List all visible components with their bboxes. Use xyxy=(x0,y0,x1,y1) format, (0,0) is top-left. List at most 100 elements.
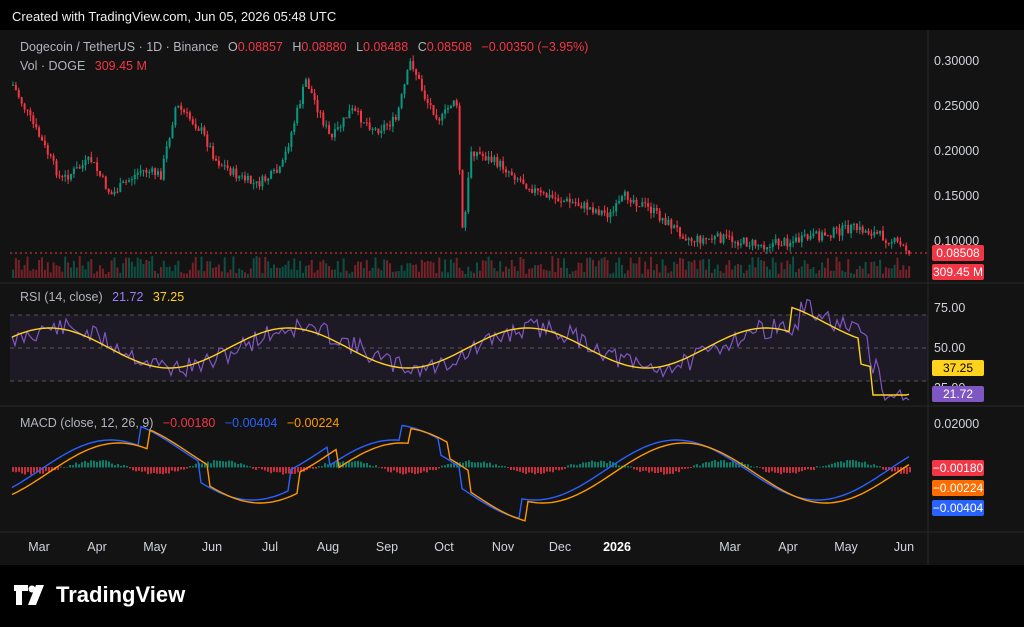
macd-histogram-bar xyxy=(537,467,539,473)
time-axis-label: Apr xyxy=(87,540,107,554)
tradingview-brand[interactable]: TradingView xyxy=(14,582,185,608)
macd-histogram-bar xyxy=(507,467,509,468)
volume-bar xyxy=(41,257,43,278)
volume-bar xyxy=(360,262,362,278)
macd-histogram-bar xyxy=(870,465,872,468)
price-candle xyxy=(449,105,452,109)
volume-bar xyxy=(507,268,510,278)
macd-histogram-bar xyxy=(63,467,65,468)
volume-bar xyxy=(873,261,876,278)
price-candle xyxy=(67,174,70,180)
macd-histogram-bar xyxy=(462,462,464,468)
price-candle xyxy=(478,152,481,154)
volume-bar xyxy=(890,268,893,278)
volume-bar xyxy=(278,268,281,278)
volume-bar xyxy=(734,265,737,278)
macd-histogram-bar xyxy=(777,467,779,474)
volume-bar xyxy=(670,271,673,278)
price-candle xyxy=(568,198,571,203)
macd-histogram-bar xyxy=(174,467,176,472)
price-candle xyxy=(829,235,832,238)
macd-histogram-bar xyxy=(213,460,215,468)
price-candle xyxy=(38,127,41,137)
price-candle xyxy=(252,183,255,185)
macd-histogram-bar xyxy=(408,467,410,473)
price-candle xyxy=(267,178,270,181)
macd-histogram-bar xyxy=(129,467,131,469)
price-candle xyxy=(647,203,650,207)
volume-bar xyxy=(629,257,632,278)
volume-bar xyxy=(632,263,635,278)
low-label: L xyxy=(356,40,364,54)
price-candle xyxy=(49,154,52,156)
macd-histogram-bar xyxy=(216,460,218,468)
macd-histogram-bar xyxy=(579,464,581,468)
volume-bar xyxy=(122,263,125,278)
macd-histogram-bar xyxy=(309,467,311,469)
macd-histogram-bar xyxy=(699,465,701,468)
macd-histogram-bar xyxy=(603,461,605,468)
price-candle xyxy=(435,114,438,119)
price-candle xyxy=(757,245,760,247)
volume-bar xyxy=(20,269,23,278)
macd-histogram-bar xyxy=(561,467,563,470)
macd-histogram-bar xyxy=(834,462,836,468)
macd-hist-tag: −0.00180 xyxy=(932,460,984,476)
volume-bar xyxy=(850,272,853,278)
volume-bar xyxy=(438,257,441,278)
volume-bar xyxy=(302,272,304,278)
macd-histogram-bar xyxy=(567,465,569,468)
macd-histogram-bar xyxy=(378,467,380,468)
macd-histogram-bar xyxy=(387,467,389,472)
volume-bar xyxy=(870,261,873,278)
price-candle xyxy=(374,128,377,130)
macd-histogram-bar xyxy=(375,465,377,468)
price-candle xyxy=(61,176,64,178)
chart-frame[interactable] xyxy=(0,30,1024,565)
macd-histogram-bar xyxy=(492,465,494,468)
price-candle xyxy=(441,113,444,121)
price-candle xyxy=(565,198,568,201)
price-candle xyxy=(522,179,525,185)
macd-signal-value: −0.00224 xyxy=(286,416,340,430)
time-axis-label: Jul xyxy=(262,540,278,554)
price-candle xyxy=(893,237,896,242)
volume-bar xyxy=(618,257,621,278)
macd-histogram-bar xyxy=(228,460,230,468)
volume-bar xyxy=(568,273,571,278)
macd-histogram-bar xyxy=(144,467,146,472)
macd-histogram-bar xyxy=(708,462,710,468)
volume-bar xyxy=(270,268,273,278)
price-candle xyxy=(594,209,597,213)
price-candle xyxy=(571,202,574,204)
volume-bar xyxy=(377,268,380,278)
macd-histogram-bar xyxy=(432,467,434,471)
price-candle xyxy=(290,132,293,147)
volume-bar xyxy=(815,273,818,278)
macd-histogram-bar xyxy=(57,467,59,470)
macd-histogram-bar xyxy=(768,467,770,473)
volume-bar xyxy=(771,257,774,278)
volume-bar xyxy=(304,265,307,278)
price-candle xyxy=(128,180,130,182)
price-candle xyxy=(206,134,209,147)
price-candle xyxy=(78,167,81,169)
rsi-axis-label: 75.00 xyxy=(934,301,966,315)
volume-bar xyxy=(882,273,884,278)
macd-histogram-bar xyxy=(171,467,173,471)
macd-histogram-bar xyxy=(72,465,74,468)
price-candle xyxy=(362,122,365,124)
macd-histogram-bar xyxy=(774,467,776,473)
price-candle xyxy=(673,225,676,229)
volume-bar xyxy=(35,269,38,278)
price-candle xyxy=(296,107,299,124)
price-candle xyxy=(876,231,879,234)
price-candle xyxy=(238,176,241,179)
price-candle xyxy=(693,241,696,243)
macd-histogram-bar xyxy=(210,463,212,468)
price-candle xyxy=(119,183,122,192)
macd-histogram-bar xyxy=(753,466,755,468)
volume-bar xyxy=(157,273,159,278)
volume-bar xyxy=(116,267,119,278)
